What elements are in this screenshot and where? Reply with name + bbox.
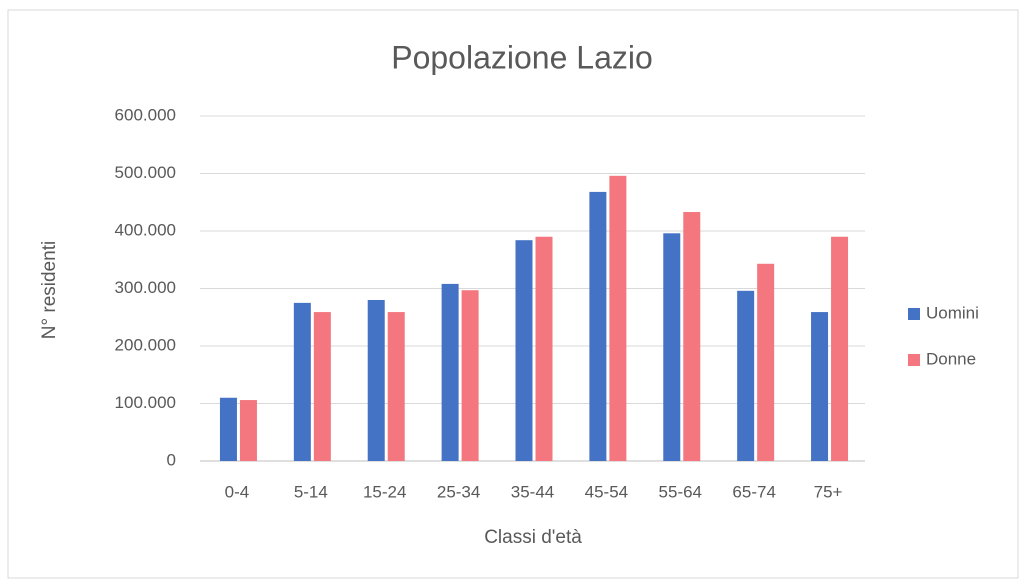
bar xyxy=(219,397,237,461)
x-tick-label: 65-74 xyxy=(732,482,775,501)
bar xyxy=(831,236,849,461)
bar xyxy=(387,312,405,461)
bar xyxy=(461,290,479,461)
x-tick-label: 25-34 xyxy=(437,482,480,501)
bar xyxy=(737,290,755,461)
x-tick-label: 45-54 xyxy=(585,482,628,501)
x-axis-label: Classi d'età xyxy=(484,527,582,548)
bar xyxy=(663,233,681,461)
bar xyxy=(515,240,533,461)
y-tick-label: 500.000 xyxy=(115,163,176,182)
bar xyxy=(683,212,701,461)
bar xyxy=(609,175,627,462)
y-axis-label: N° residenti xyxy=(39,241,60,339)
bar xyxy=(589,191,607,461)
bar xyxy=(293,302,311,461)
bar xyxy=(535,236,553,461)
bar xyxy=(239,400,257,461)
legend-swatch xyxy=(908,354,920,366)
x-tick-label: 5-14 xyxy=(294,482,328,501)
legend-swatch xyxy=(908,308,920,320)
y-tick-label: 300.000 xyxy=(115,278,176,297)
bar xyxy=(811,312,829,461)
legend-label: Uomini xyxy=(926,303,979,322)
y-tick-label: 600.000 xyxy=(115,105,176,124)
bar xyxy=(313,312,331,461)
chart-title: Popolazione Lazio xyxy=(391,39,653,75)
x-tick-label: 75+ xyxy=(814,482,843,501)
x-tick-label: 0-4 xyxy=(225,482,250,501)
y-tick-label: 0 xyxy=(167,450,176,469)
x-tick-label: 35-44 xyxy=(511,482,554,501)
bar xyxy=(441,283,459,461)
bar xyxy=(367,300,385,461)
x-tick-label: 15-24 xyxy=(363,482,406,501)
x-tick-label: 55-64 xyxy=(659,482,702,501)
chart-border xyxy=(7,9,1019,579)
y-tick-label: 400.000 xyxy=(115,220,176,239)
bar xyxy=(757,263,775,461)
y-tick-label: 100.000 xyxy=(115,393,176,412)
legend-label: Donne xyxy=(926,349,976,368)
y-tick-label: 200.000 xyxy=(115,335,176,354)
